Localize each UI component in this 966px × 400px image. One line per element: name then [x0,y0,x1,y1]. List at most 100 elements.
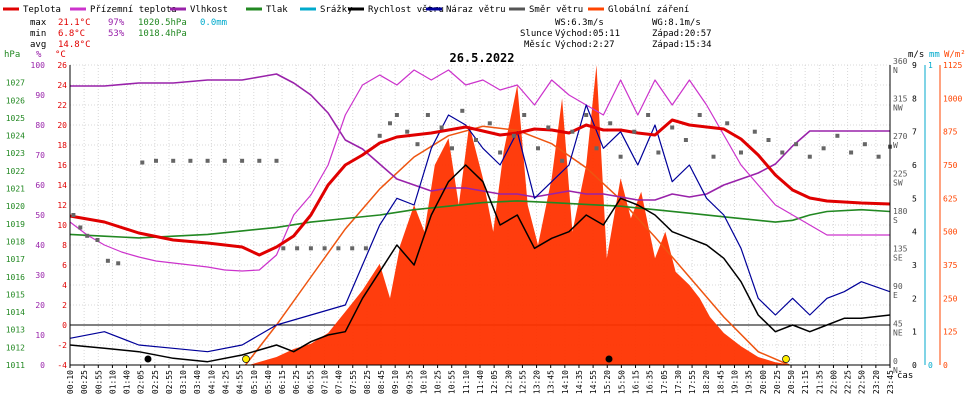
radiation-axis-tick-4: 500 [943,228,958,237]
x-tick-label-24: 09:35 [405,370,414,394]
x-tick-label-19: 07:40 [335,370,344,394]
x-tick-label-52: 21:15 [801,370,810,394]
x-tick-label-50: 20:25 [773,370,782,394]
stats-avg-label: avg [30,40,46,50]
wind-dir-axis-tick-11: SW [893,179,903,188]
x-tick-label-11: 04:25 [222,370,231,394]
pressure-axis-tick-3: 1014 [6,308,25,317]
wind-dir-axis-tick-5: E [893,291,898,300]
x-tick-label-23: 09:10 [391,370,400,394]
wind-speed-axis-tick-8: 8 [912,94,917,103]
x-tick-label-53: 21:35 [815,370,824,394]
x-tick-label-33: 13:20 [533,370,542,394]
legend-label-6: Náraz větru [446,5,506,15]
x-tick-label-43: 17:30 [674,370,683,394]
x-tick-label-8: 03:10 [179,370,188,394]
wind-dir-point-57 [807,154,812,159]
wind-dir-point-61 [862,142,867,147]
pressure-axis-tick-4: 1015 [6,290,25,299]
series-pressure [69,200,891,239]
pressure-axis-tick-13: 1024 [6,132,25,141]
radiation-axis-tick-1: 125 [943,328,958,337]
x-tick-label-34: 13:45 [547,370,556,394]
x-tick-label-27: 10:55 [448,370,457,394]
wind-dir-point-41 [594,146,599,151]
wind-dir-point-44 [632,129,637,134]
radiation-axis-tick-6: 750 [943,161,958,170]
wind-dir-point-56 [794,142,799,147]
wind-dir-axis-tick-3: NE [893,329,903,338]
x-tick-label-7: 02:55 [165,370,174,394]
wind-dir-point-10 [205,158,210,163]
info-ws: WS:6.3m/s [555,18,604,28]
wind-dir-point-22 [377,133,382,138]
x-tick-label-54: 22:00 [829,370,838,394]
wind-dir-point-38 [560,158,565,163]
unit-time: čas [897,370,913,381]
wind-dir-point-4 [105,258,110,263]
x-tick-label-58: 23:45 [886,370,895,394]
pressure-axis-tick-6: 1017 [6,255,25,264]
wind-speed-axis-tick-4: 4 [912,228,917,237]
wind-speed-axis-tick-9: 9 [912,61,917,70]
stats-min-label: min [30,29,46,39]
series-global-radiation [70,65,890,365]
wind-dir-point-25 [405,129,410,134]
x-tick-label-45: 18:20 [702,370,711,394]
wind-dir-axis-tick-9: S [893,216,898,225]
wind-dir-point-45 [646,113,651,117]
wind-dir-point-3 [95,238,100,242]
temperature-axis-tick-14: 24 [57,81,67,90]
wind-dir-point-31 [474,138,478,142]
pressure-axis-tick-8: 1019 [6,220,25,229]
wind-dir-point-5 [116,261,121,266]
x-tick-label-55: 22:25 [844,370,853,394]
info-sun-label: Slunce [520,29,553,39]
wind-dir-point-53 [752,129,757,134]
temperature-axis-tick-15: 26 [57,61,67,70]
x-tick-label-51: 20:50 [787,370,796,394]
x-tick-label-40: 16:15 [632,370,641,394]
temperature-axis-tick-12: 20 [57,121,67,130]
wind-direction-points [71,108,892,266]
humidity-axis-tick-6: 60 [35,181,45,190]
x-tick-label-18: 07:10 [321,370,330,394]
wind-dir-point-50 [711,154,716,159]
x-tick-label-6: 02:25 [151,370,160,394]
wind-dir-axis-tick-0: 0 [893,357,898,366]
humidity-axis-tick-7: 70 [35,151,45,160]
wind-dir-point-26 [415,142,420,147]
wind-dir-point-30 [460,108,465,113]
wind-dir-axis-tick-1: N [893,366,898,375]
x-tick-label-17: 06:55 [306,370,315,394]
unit-pct: % [36,50,42,60]
x-tick-label-16: 06:25 [292,370,301,394]
wind-dir-axis-tick-8: 180 [893,207,908,216]
info-sun-set: Západ:20:57 [652,29,712,39]
wind-dir-point-27 [425,113,430,117]
wind-dir-point-42 [608,121,613,126]
x-tick-label-39: 15:50 [617,370,626,394]
sun-set-marker [782,355,790,363]
wind-dir-point-33 [498,150,503,155]
wind-dir-point-1 [78,225,83,230]
legend: Teplota Přízemní teplota Vlhkost Tlak Srážky… [3,5,689,15]
temperature-axis-tick-5: 6 [62,261,67,270]
humidity-axis-tick-8: 80 [35,121,45,130]
pressure-axis-tick-10: 1021 [6,185,25,194]
humidity-axis-tick-9: 90 [35,91,45,100]
humidity-axis-tick-0: 0 [40,361,45,370]
legend-label-3: Tlak [266,5,288,15]
stats-min-temp: 6.8°C [58,29,85,39]
x-tick-label-5: 02:05 [137,370,146,394]
wind-dir-point-46 [656,150,661,155]
x-tick-label-29: 11:40 [476,370,485,394]
temperature-axis-tick-13: 22 [57,101,67,110]
wind-dir-point-15 [281,246,286,251]
wind-dir-axis-tick-14: 315 [893,95,908,104]
x-tick-label-9: 03:40 [193,370,202,394]
x-tick-label-28: 11:10 [462,370,471,394]
pressure-axis-tick-7: 1018 [6,238,25,247]
pressure-axis-tick-14: 1025 [6,114,25,123]
